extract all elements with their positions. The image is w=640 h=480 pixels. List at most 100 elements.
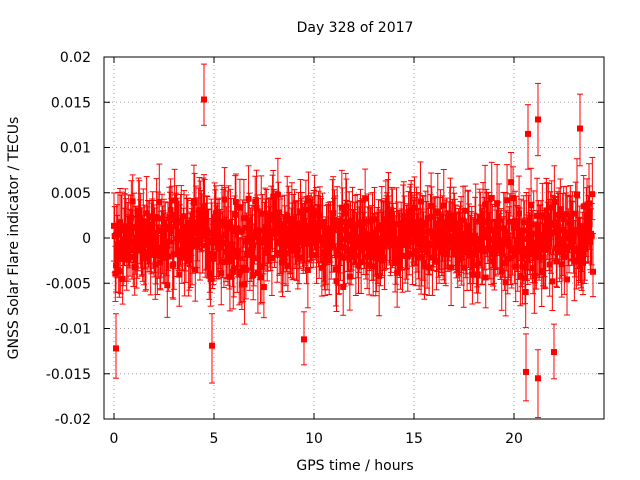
data-point bbox=[241, 281, 248, 288]
data-point bbox=[291, 218, 298, 225]
data-point bbox=[519, 263, 526, 270]
data-point bbox=[164, 238, 171, 245]
data-point bbox=[350, 240, 357, 247]
data-point bbox=[411, 204, 418, 211]
data-point bbox=[191, 199, 198, 206]
data-point bbox=[140, 249, 147, 256]
data-point bbox=[528, 202, 535, 209]
data-point bbox=[154, 215, 161, 222]
data-point bbox=[570, 232, 577, 239]
data-point bbox=[316, 212, 323, 219]
data-point bbox=[127, 225, 134, 232]
data-point bbox=[536, 250, 543, 257]
data-point bbox=[116, 219, 123, 226]
data-point bbox=[130, 224, 137, 231]
data-point bbox=[410, 226, 417, 233]
data-point bbox=[557, 206, 564, 213]
data-point bbox=[491, 250, 498, 257]
data-point bbox=[378, 235, 385, 242]
data-point bbox=[270, 212, 277, 219]
data-point bbox=[426, 242, 433, 249]
data-point bbox=[188, 243, 195, 250]
data-point bbox=[445, 237, 452, 244]
data-point bbox=[216, 222, 223, 229]
data-point bbox=[370, 247, 377, 254]
data-point bbox=[201, 96, 207, 103]
data-point bbox=[565, 235, 572, 242]
data-point bbox=[228, 225, 235, 232]
data-point bbox=[434, 233, 441, 240]
data-point bbox=[310, 212, 317, 219]
data-point bbox=[398, 230, 405, 237]
data-point bbox=[522, 275, 529, 282]
data-point bbox=[258, 210, 265, 217]
data-point bbox=[281, 221, 288, 228]
y-tick-label: 0.005 bbox=[51, 186, 91, 202]
data-point bbox=[518, 227, 525, 234]
data-point bbox=[484, 226, 491, 233]
data-point bbox=[252, 198, 259, 205]
data-point bbox=[114, 241, 121, 248]
data-point bbox=[318, 264, 325, 271]
data-point bbox=[480, 248, 487, 255]
data-point bbox=[578, 255, 585, 262]
data-point bbox=[126, 239, 133, 246]
data-point bbox=[276, 224, 283, 231]
data-point bbox=[124, 243, 131, 250]
data-point bbox=[496, 217, 503, 224]
data-point bbox=[438, 236, 445, 243]
data-point bbox=[541, 234, 548, 241]
data-point bbox=[356, 233, 363, 240]
data-point bbox=[308, 220, 315, 227]
data-point bbox=[146, 243, 153, 250]
data-point bbox=[237, 268, 244, 275]
data-point bbox=[290, 223, 297, 230]
data-point bbox=[334, 247, 341, 254]
data-point bbox=[531, 272, 538, 279]
data-point bbox=[188, 222, 195, 229]
data-point bbox=[409, 250, 416, 257]
data-point bbox=[328, 238, 335, 245]
data-point bbox=[164, 282, 171, 289]
data-point bbox=[472, 218, 479, 225]
data-point bbox=[488, 244, 495, 251]
x-tick-label: 0 bbox=[110, 431, 119, 447]
data-point bbox=[520, 252, 527, 259]
data-point bbox=[582, 231, 589, 238]
data-point bbox=[577, 125, 583, 132]
data-point bbox=[326, 227, 333, 234]
x-tick-label: 15 bbox=[405, 431, 423, 447]
data-point bbox=[512, 218, 519, 225]
data-point bbox=[453, 239, 460, 246]
data-point bbox=[542, 246, 549, 253]
data-point bbox=[364, 233, 371, 240]
data-point bbox=[338, 204, 345, 211]
data-point bbox=[262, 233, 269, 240]
data-point bbox=[396, 238, 403, 245]
data-point bbox=[196, 207, 203, 214]
data-point bbox=[544, 226, 551, 233]
data-point bbox=[126, 236, 133, 243]
data-point bbox=[454, 256, 461, 263]
data-point bbox=[268, 254, 275, 261]
data-point bbox=[517, 273, 524, 280]
data-point bbox=[346, 222, 353, 229]
data-point bbox=[326, 257, 333, 264]
data-point bbox=[424, 215, 431, 222]
data-point bbox=[337, 243, 344, 250]
data-point bbox=[128, 247, 135, 254]
data-point bbox=[443, 220, 450, 227]
data-point bbox=[300, 237, 307, 244]
data-point bbox=[495, 225, 502, 232]
data-point bbox=[250, 272, 257, 279]
data-point bbox=[535, 116, 541, 123]
data-point bbox=[590, 268, 596, 275]
data-point bbox=[392, 241, 399, 248]
data-point bbox=[171, 197, 178, 204]
data-point bbox=[222, 248, 229, 255]
data-point bbox=[406, 239, 413, 246]
data-point bbox=[361, 231, 368, 238]
data-point bbox=[168, 212, 175, 219]
data-point bbox=[354, 221, 361, 228]
data-point bbox=[518, 244, 525, 251]
